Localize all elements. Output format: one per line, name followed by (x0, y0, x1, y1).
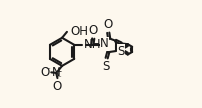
Text: N: N (100, 37, 108, 50)
Text: O: O (103, 18, 112, 31)
Text: +: + (54, 67, 61, 76)
Text: N: N (52, 66, 60, 79)
Text: NH: NH (84, 38, 101, 51)
Text: S: S (117, 45, 124, 58)
Text: O: O (53, 80, 62, 93)
Text: O: O (40, 66, 49, 79)
Text: S: S (102, 60, 109, 73)
Text: ⁻: ⁻ (57, 75, 61, 84)
Text: ⁻: ⁻ (45, 67, 50, 76)
Text: O: O (88, 24, 98, 37)
Text: OH: OH (70, 25, 88, 38)
